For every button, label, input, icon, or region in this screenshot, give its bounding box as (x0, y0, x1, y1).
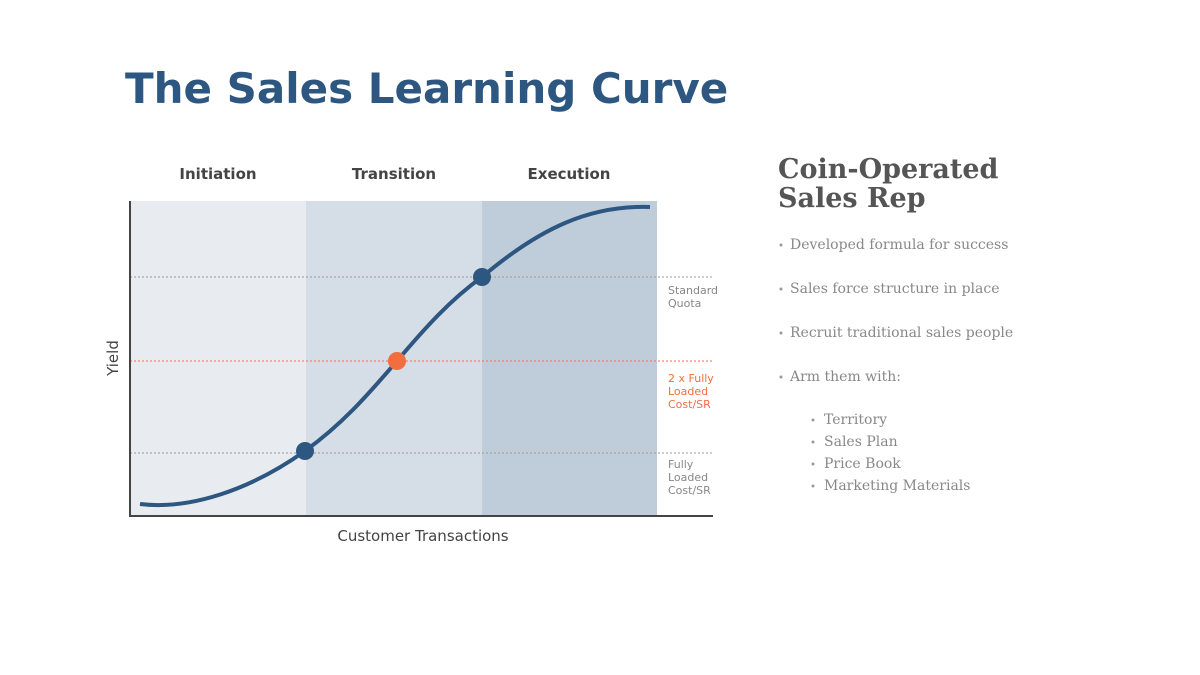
sub-bullet: Price Book (824, 456, 901, 472)
phase-label: Initiation (179, 165, 256, 183)
sub-bullet: Territory (824, 412, 887, 428)
x-axis-label: Customer Transactions (337, 527, 508, 545)
level-label: 2 x Fully (668, 372, 714, 385)
phase-band (130, 201, 306, 516)
phase-band (482, 201, 657, 516)
bullet-dot (779, 243, 783, 247)
bullet: Developed formula for success (790, 237, 1008, 253)
milestone-dot (296, 442, 314, 460)
y-axis-label: Yield (104, 340, 122, 377)
sub-bullet: Marketing Materials (824, 478, 970, 494)
level-label: Loaded (668, 471, 708, 484)
bullet: Sales force structure in place (790, 281, 1000, 297)
title: The Sales Learning Curve (125, 64, 728, 113)
bullet-dot (779, 287, 783, 291)
sub-bullet: Sales Plan (824, 434, 898, 450)
phase-label: Transition (352, 165, 436, 183)
bullet-dot (811, 418, 815, 422)
panel-heading: Coin-Operated (778, 154, 999, 185)
level-label: Cost/SR (668, 398, 711, 411)
bullet-dot (811, 462, 815, 466)
level-label: Loaded (668, 385, 708, 398)
panel-heading: Sales Rep (778, 183, 926, 214)
phase-label: Execution (528, 165, 611, 183)
level-label: Standard (668, 284, 718, 297)
level-label: Quota (668, 297, 701, 310)
diagram: Yield Customer Transactions (104, 201, 713, 545)
bullet: Arm them with: (789, 369, 901, 385)
milestone-dot (473, 268, 491, 286)
level-label: Fully (668, 458, 694, 471)
bullet-dot (779, 375, 783, 379)
level-label: Cost/SR (668, 484, 711, 497)
bullet-dot (811, 484, 815, 488)
bullet: Recruit traditional sales people (790, 325, 1013, 341)
bullet-dot (811, 440, 815, 444)
bullet-dot (779, 331, 783, 335)
generated: Initiation Transition Execution StandardQuo… (179, 154, 1013, 497)
milestone-dot (388, 352, 406, 370)
